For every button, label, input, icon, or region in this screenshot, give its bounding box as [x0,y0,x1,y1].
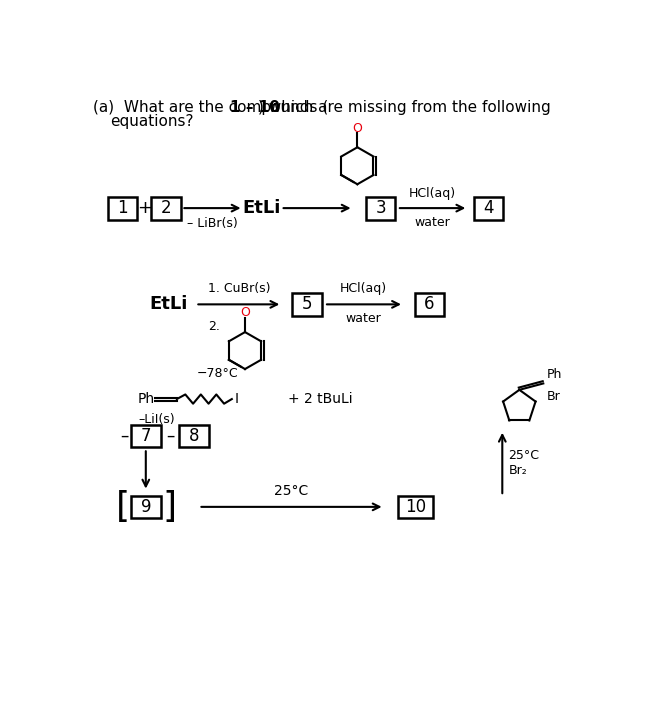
Text: O: O [353,121,363,134]
Text: 25°C: 25°C [274,483,309,498]
Text: Ph: Ph [138,392,155,406]
Bar [131,426,161,447]
Text: 4: 4 [483,199,494,217]
Bar [108,196,138,220]
Text: 9: 9 [141,498,151,516]
Text: 7: 7 [141,427,151,445]
Text: –LiI(s): –LiI(s) [138,413,174,426]
Text: −78°C: −78°C [197,367,239,380]
Text: Br: Br [547,390,561,403]
Text: 10: 10 [405,498,426,516]
Text: 1: 1 [117,199,128,217]
Bar [131,496,161,518]
Text: ) which are missing from the following: ) which are missing from the following [258,100,551,115]
Text: – LiBr(s): – LiBr(s) [187,217,238,231]
Text: EtLi: EtLi [243,199,281,217]
Text: 5: 5 [302,296,313,313]
Text: 3: 3 [375,199,386,217]
Bar [399,496,432,518]
Text: 1. CuBr(s): 1. CuBr(s) [207,282,270,295]
Text: [: [ [116,490,130,524]
Text: HCl(aq): HCl(aq) [340,282,387,295]
Text: 8: 8 [189,427,199,445]
Text: I: I [234,392,238,406]
Bar [415,293,444,316]
Bar [366,196,395,220]
Text: 6: 6 [424,296,435,313]
Text: 2: 2 [161,199,171,217]
Text: 25°C: 25°C [509,449,540,462]
Text: (a)  What are the compounds (: (a) What are the compounds ( [93,100,328,115]
Text: water: water [415,216,451,228]
Bar [151,196,181,220]
Text: +: + [137,199,152,217]
Text: Ph: Ph [547,368,563,381]
Bar [474,196,503,220]
Text: Br₂: Br₂ [509,464,527,477]
Text: EtLi: EtLi [150,296,188,313]
Text: O: O [240,306,250,319]
Text: –: – [166,427,175,445]
Text: + 2 tBuLi: + 2 tBuLi [288,392,352,406]
Text: ]: ] [162,490,176,524]
Text: water: water [345,312,382,325]
Bar [292,293,322,316]
Text: 1 – 10: 1 – 10 [230,100,280,115]
Bar [179,426,209,447]
Text: –: – [120,427,129,445]
Text: equations?: equations? [110,114,193,129]
Text: HCl(aq): HCl(aq) [409,187,456,201]
Text: 2.: 2. [208,320,220,333]
